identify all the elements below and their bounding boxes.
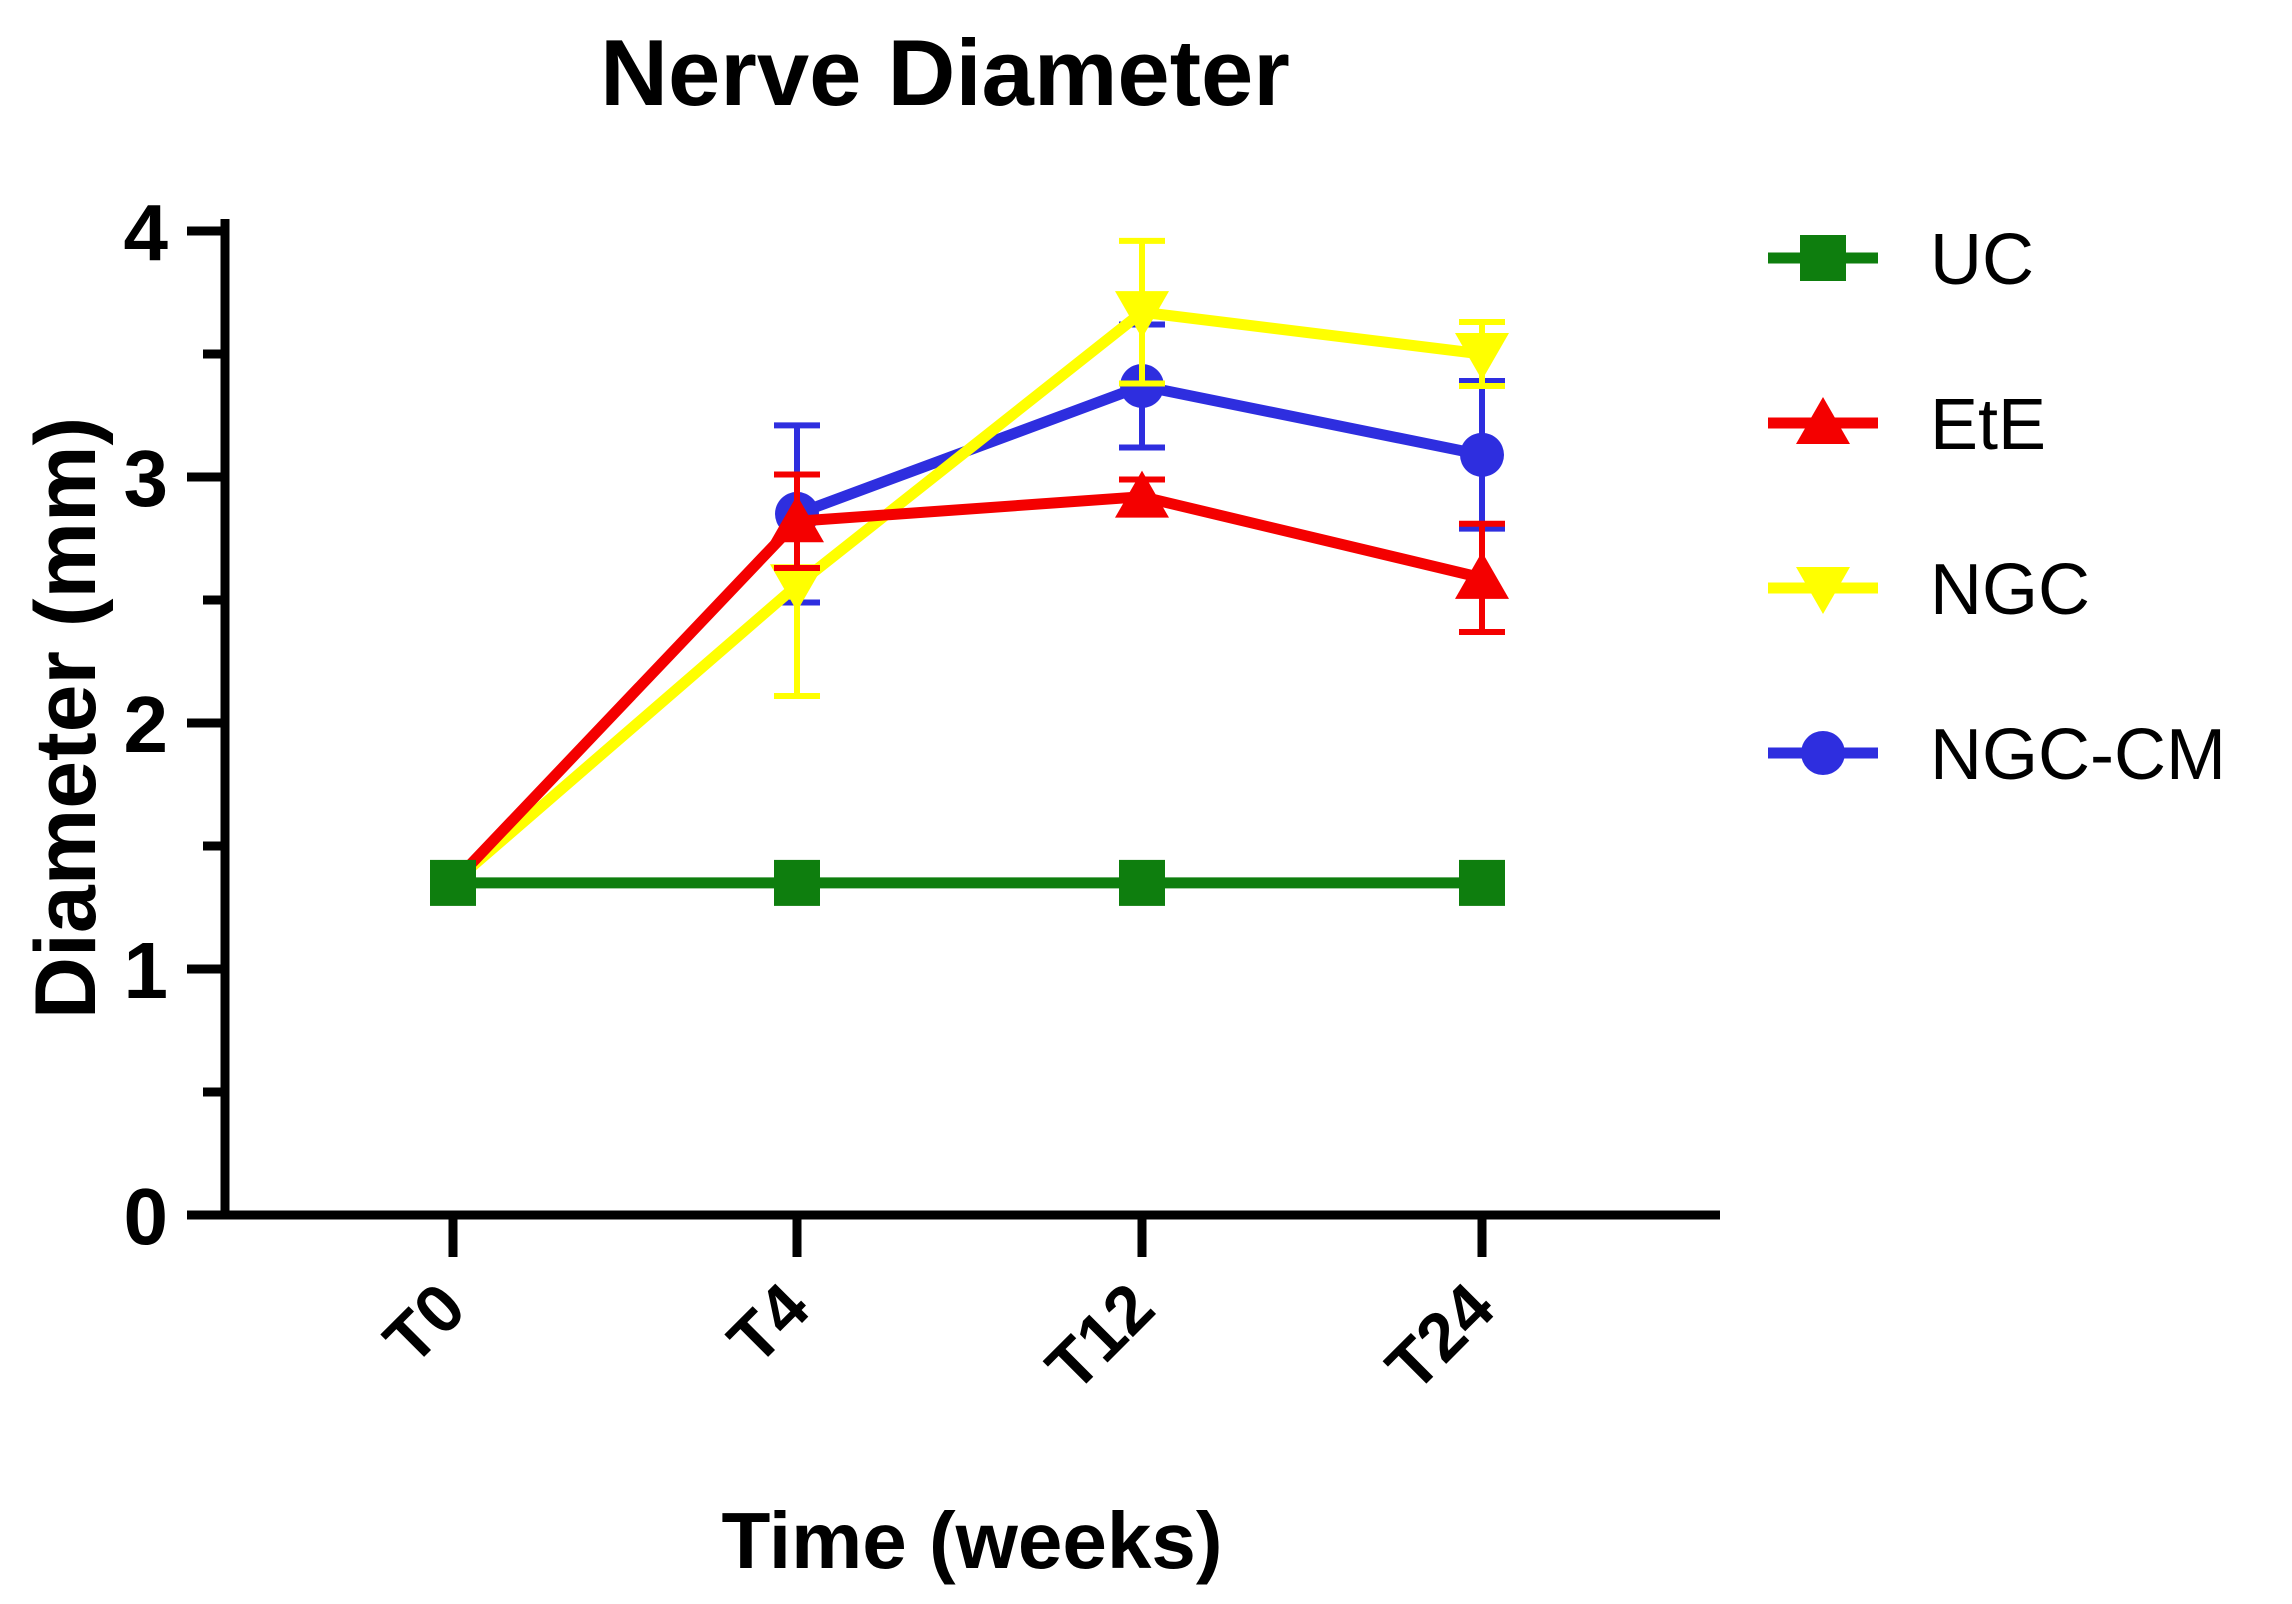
marker-UC-T4 — [774, 859, 820, 906]
marker-NGC-T24 — [1455, 333, 1509, 380]
legend-marker-EtE — [1796, 397, 1850, 444]
y-tick-label-1: 1 — [124, 926, 169, 1015]
x-tick-label-t4: T4 — [714, 1269, 824, 1379]
marker-NGC-T12 — [1115, 291, 1169, 339]
marker-NGC-T4 — [770, 564, 824, 612]
marker-UC-T0 — [430, 859, 476, 906]
y-tick-label-2: 2 — [124, 680, 169, 769]
marker-EtE-T24 — [1455, 551, 1509, 599]
legend-label-ete: EtE — [1930, 385, 2046, 465]
y-tick-label-0: 0 — [124, 1172, 169, 1261]
marker-NGC-CM-T24 — [1460, 432, 1504, 477]
y-axis-title: Diameter (mm) — [18, 417, 114, 1019]
x-tick-label-t0: T0 — [370, 1269, 480, 1379]
marker-EtE-T12 — [1115, 470, 1169, 518]
series-line-EtE — [449, 491, 1484, 887]
x-tick-label-t12: T12 — [1032, 1269, 1169, 1406]
marker-UC-T12 — [1119, 859, 1165, 906]
x-tick-label-t24: T24 — [1372, 1269, 1509, 1406]
series-line-NGC — [449, 306, 1483, 888]
y-tick-label-4: 4 — [124, 188, 169, 277]
x-axis-title: Time (weeks) — [722, 1496, 1223, 1585]
chart-title: Nerve Diameter — [600, 20, 1290, 125]
legend-marker-NGC-CM — [1801, 731, 1845, 775]
marker-EtE-T4 — [770, 495, 824, 543]
legend-label-uc: UC — [1930, 220, 2034, 300]
legend-marker-NGC — [1796, 567, 1850, 614]
marker-UC-T24 — [1459, 859, 1505, 906]
legend-marker-UC — [1800, 235, 1846, 281]
legend-label-ngc-cm: NGC-CM — [1930, 715, 2226, 795]
chart-draw-layer — [187, 219, 1878, 1257]
y-tick-label-3: 3 — [124, 434, 169, 523]
legend-label-ngc: NGC — [1930, 550, 2090, 630]
